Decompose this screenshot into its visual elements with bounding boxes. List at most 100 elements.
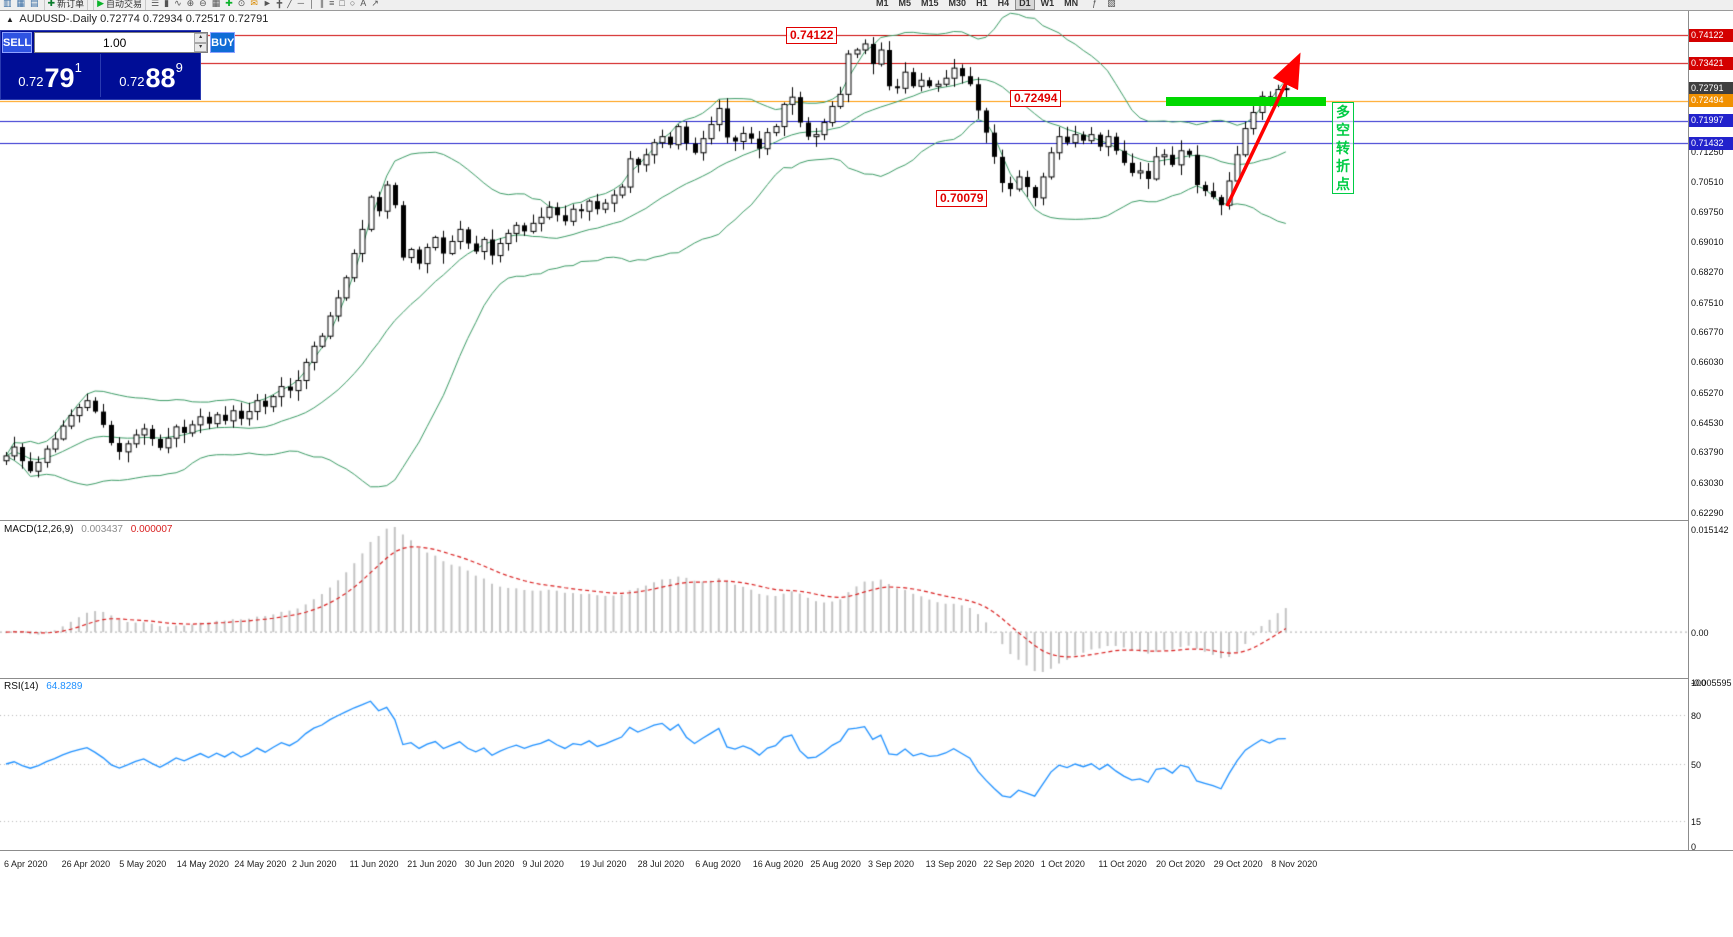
cursor-icon[interactable]: ►: [262, 0, 272, 8]
date-axis-label: 11 Oct 2020: [1098, 859, 1147, 869]
date-axis-label: 26 Apr 2020: [61, 859, 111, 869]
date-axis-label: 8 Nov 2020: [1271, 859, 1318, 869]
price-axis-tick: 0.69010: [1691, 237, 1724, 248]
timeframe-h4[interactable]: H4: [997, 0, 1010, 8]
price-axis-tick: 0.68270: [1691, 266, 1724, 277]
bars-icon[interactable]: ☰: [151, 0, 160, 8]
buy-price-pips: 88: [145, 63, 176, 93]
bullish-trend-arrow[interactable]: [1210, 48, 1310, 218]
buy-price-display[interactable]: 0.72 88 9: [101, 54, 201, 97]
rsi-axis-tick: 50: [1691, 760, 1702, 770]
date-axis-label: 22 Sep 2020: [983, 859, 1035, 869]
date-axis-label: 25 Aug 2020: [810, 859, 861, 869]
date-axis-label: 13 Sep 2020: [925, 859, 977, 869]
price-chart-canvas[interactable]: [0, 10, 1688, 850]
date-axis-label: 3 Sep 2020: [868, 859, 915, 869]
buy-price-prefix: 0.72: [119, 74, 145, 89]
sell-button[interactable]: SELL: [2, 32, 33, 53]
new-order-button-label: 新订单: [57, 0, 85, 9]
price-axis[interactable]: 0.71250 0.70510 0.69750 0.69010 0.68270 0.675…: [1689, 10, 1733, 852]
new-order-button[interactable]: ✚ 新订单: [43, 0, 89, 10]
line-chart-icon[interactable]: ∿: [174, 0, 182, 8]
arrow-tool-icon[interactable]: ↗: [371, 0, 379, 8]
support-zone-highlight[interactable]: [1166, 97, 1326, 106]
timeframe-m5[interactable]: M5: [898, 0, 912, 8]
volume-increase-button[interactable]: ▴: [194, 33, 208, 43]
channel-icon[interactable]: ∥: [319, 0, 325, 8]
support-callout-1[interactable]: 0.70079: [936, 190, 988, 207]
ellipse-icon[interactable]: ○: [349, 0, 356, 8]
chart-windows-icon[interactable]: ▦: [16, 0, 26, 8]
resistance-callout-1[interactable]: 0.74122: [786, 27, 838, 44]
price-axis-tag: 0.74122: [1689, 28, 1733, 42]
high-value: 0.72934: [142, 13, 183, 25]
sell-price-prefix: 0.72: [18, 74, 44, 89]
templates-icon[interactable]: ▧: [1107, 0, 1116, 8]
grid-icon[interactable]: ▦: [211, 0, 221, 8]
timeframe-d1[interactable]: D1: [1015, 0, 1035, 10]
trendline-icon[interactable]: ╱: [287, 0, 293, 8]
volume-decrease-button[interactable]: ▾: [194, 42, 208, 52]
candles-icon[interactable]: ▮: [164, 0, 170, 8]
price-axis-tag: 0.71432: [1689, 136, 1733, 150]
vertical-line-icon[interactable]: │: [309, 0, 315, 8]
buy-price-point: 9: [175, 60, 183, 75]
date-axis[interactable]: 6 Apr 2020 26 Apr 2020 5 May 2020 14 May 20…: [0, 850, 1733, 877]
timeframe-mn[interactable]: MN: [1064, 0, 1079, 8]
top-toolbar: ▥ ▦ ▤ ✚ 新订单 ▶ 自动交易 ☰ ▮ ∿ ⊕ ⊖ ▦ ✚ ⊙ ✉ ► ╋ ╱ ─ │ ∥ ≡ □ ○ A ↗ M1 M5 M15…: [0, 0, 1733, 11]
resistance-callout-2[interactable]: 0.72494: [1010, 90, 1062, 107]
price-axis-tick: 0.63790: [1691, 447, 1724, 458]
collapse-panel-icon[interactable]: ▲: [6, 15, 14, 24]
mail-icon[interactable]: ✉: [250, 0, 258, 8]
date-axis-label: 30 Jun 2020: [464, 859, 515, 869]
fibonacci-icon[interactable]: ≡: [329, 0, 335, 8]
buy-button[interactable]: BUY: [210, 32, 236, 53]
auto-trading-button[interactable]: ▶ 自动交易: [93, 0, 147, 10]
date-axis-label: 28 Jul 2020: [637, 859, 685, 869]
macd-axis-max: 0.015142: [1691, 525, 1729, 535]
symbol-period-label: AUDUSD-.Daily: [19, 13, 97, 25]
text-icon[interactable]: A: [360, 0, 367, 8]
new-order-icon[interactable]: ▥: [3, 0, 12, 8]
toolbar-icons-group: ▥ ▦ ▤ ✚ 新订单 ▶ 自动交易 ☰ ▮ ∿ ⊕ ⊖ ▦ ✚ ⊙ ✉ ► ╋ ╱ ─ │ ∥ ≡ □ ○ A ↗: [0, 0, 1733, 10]
timeframe-m15[interactable]: M15: [921, 0, 939, 8]
turning-point-label[interactable]: 多空转折点: [1332, 102, 1354, 194]
timeframe-m30[interactable]: M30: [948, 0, 967, 8]
panel-separator[interactable]: [0, 678, 1733, 679]
sell-price-display[interactable]: 0.72 79 1: [0, 54, 101, 97]
volume-box: ▴ ▾: [34, 32, 209, 53]
date-axis-label: 24 May 2020: [234, 859, 287, 869]
panel-separator[interactable]: [0, 520, 1733, 521]
horizontal-line-icon[interactable]: ─: [297, 0, 305, 8]
crosshair-icon[interactable]: ╋: [276, 0, 283, 8]
rsi-label-row: RSI(14) 64.8289: [4, 681, 82, 692]
price-axis-tag: 0.72791: [1689, 82, 1733, 96]
zoom-in-icon[interactable]: ⊕: [186, 0, 195, 8]
macd-axis-min: -0.005595: [1691, 678, 1732, 688]
macd-axis-zero: 0.00: [1691, 628, 1709, 639]
alert-icon[interactable]: ⊙: [237, 0, 246, 8]
auto-trading-button-label: 自动交易: [106, 0, 143, 9]
indicators-list-icon[interactable]: ƒ: [1092, 0, 1098, 8]
timeframe-h1[interactable]: H1: [976, 0, 988, 8]
date-axis-label: 5 May 2020: [119, 859, 167, 869]
date-axis-label: 20 Oct 2020: [1156, 859, 1206, 869]
volume-input[interactable]: [35, 33, 195, 52]
sell-price-point: 1: [74, 60, 82, 75]
date-axis-label: 21 Jun 2020: [407, 859, 457, 869]
zoom-out-icon[interactable]: ⊖: [199, 0, 207, 8]
chart-ohlc-header: ▲ AUDUSD-.Daily 0.72774 0.72934 0.72517 …: [6, 13, 268, 25]
rectangle-icon[interactable]: □: [339, 0, 345, 8]
price-axis-tick: 0.62290: [1691, 507, 1724, 518]
date-axis-label: 9 Jul 2020: [522, 859, 564, 869]
rsi-value: 64.8289: [46, 681, 83, 692]
macd-name-label: MACD(12,26,9): [4, 524, 74, 535]
price-axis-separator: [1688, 10, 1689, 850]
add-indicator-icon[interactable]: ✚: [225, 0, 233, 8]
low-value: 0.72517: [185, 13, 226, 25]
price-axis-tick: 0.66030: [1691, 357, 1724, 368]
profiles-icon[interactable]: ▤: [30, 0, 39, 8]
timeframe-m1[interactable]: M1: [876, 0, 889, 8]
timeframe-w1[interactable]: W1: [1040, 0, 1055, 8]
